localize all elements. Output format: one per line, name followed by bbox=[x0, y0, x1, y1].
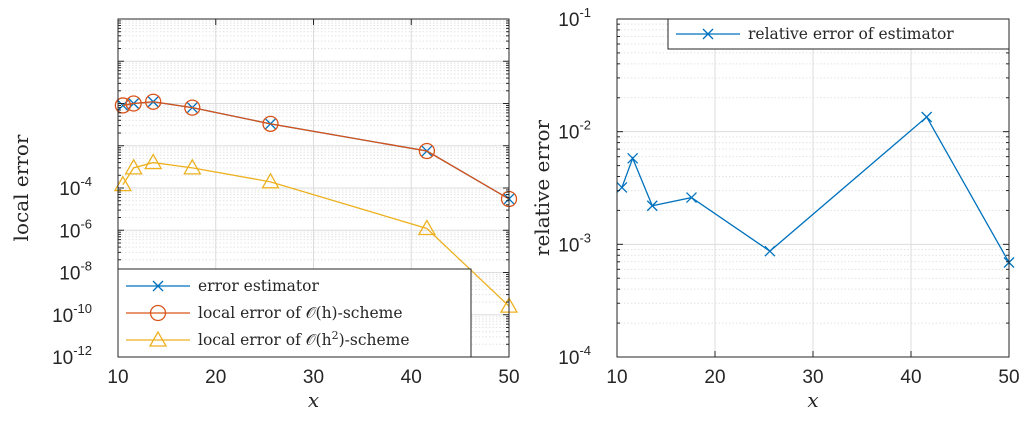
legend: error estimator local error of 𝒪(h)-schem… bbox=[117, 268, 472, 358]
x-tick-label: 30 bbox=[802, 367, 823, 388]
x-marker bbox=[152, 280, 164, 292]
series-line bbox=[621, 115, 1010, 263]
y-tick-label: 10-2 bbox=[558, 118, 591, 144]
x-tick-label: 40 bbox=[900, 367, 921, 388]
left-chart-panel: 10 20 30 40 50 10-12 10-10 10-8 10-6 10-4 x local e… bbox=[9, 18, 520, 412]
x-marker bbox=[646, 200, 658, 212]
x-marker-stroke bbox=[764, 245, 776, 257]
circle-marker bbox=[184, 99, 201, 116]
y-tick-label: 10-3 bbox=[558, 230, 591, 256]
x-axis-label: x bbox=[807, 388, 818, 412]
x-marker bbox=[764, 245, 776, 257]
y-tick-label: 10-6 bbox=[59, 216, 92, 242]
series-line bbox=[122, 101, 510, 200]
legend-entry: relative error of estimator bbox=[676, 25, 954, 43]
x-tick-label: 10 bbox=[107, 367, 128, 388]
legend-entry: local error of 𝒪(h)-scheme bbox=[126, 304, 403, 322]
circle-marker bbox=[149, 304, 167, 322]
triangle-marker bbox=[183, 158, 202, 175]
x-tick-label: 50 bbox=[498, 367, 519, 388]
y-tick-label: 10-4 bbox=[59, 174, 92, 200]
legend-label: error estimator bbox=[198, 277, 319, 295]
x-marker bbox=[627, 152, 639, 164]
grid bbox=[616, 18, 1010, 358]
x-marker bbox=[686, 192, 697, 204]
x-marker-stroke bbox=[152, 280, 164, 292]
x-axis-label: x bbox=[308, 388, 319, 412]
legend-entry: error estimator bbox=[126, 277, 319, 295]
x-tick-label: 50 bbox=[998, 367, 1019, 388]
x-marker bbox=[921, 111, 933, 123]
legend-box bbox=[667, 18, 1010, 50]
legend-label: local error of 𝒪(h2)-scheme bbox=[198, 329, 410, 349]
triangle-marker bbox=[144, 153, 163, 170]
x-tick-label: 40 bbox=[401, 367, 422, 388]
series-x bbox=[616, 111, 1015, 268]
triangle-marker bbox=[124, 158, 143, 175]
right-chart-panel: 10 20 30 40 50 10-4 10-3 10-2 10-1 x relative erro… bbox=[530, 5, 1020, 412]
x-tick-label: 10 bbox=[606, 367, 627, 388]
x-marker-stroke bbox=[646, 200, 658, 212]
triangle-marker bbox=[148, 330, 168, 347]
x-marker-stroke bbox=[627, 152, 639, 164]
circle-marker bbox=[145, 93, 162, 110]
y-axis-label: local error bbox=[9, 134, 33, 241]
legend-entry: local error of 𝒪(h2)-scheme bbox=[126, 329, 410, 349]
y-tick-label: 10-10 bbox=[52, 301, 92, 327]
x-marker-stroke bbox=[921, 111, 933, 123]
series-line bbox=[122, 161, 510, 307]
triangle-marker bbox=[113, 175, 133, 192]
x-marker-stroke bbox=[702, 28, 714, 40]
x-marker-stroke bbox=[686, 192, 697, 204]
legend: relative error of estimator bbox=[667, 18, 1010, 50]
y-tick-label: 10-1 bbox=[558, 5, 591, 31]
y-axis-label: relative error bbox=[530, 119, 554, 256]
y-tick-label: 10-4 bbox=[558, 343, 591, 369]
circle-marker bbox=[262, 115, 279, 132]
triangle-marker bbox=[261, 172, 280, 189]
y-tick-label: 10-12 bbox=[52, 343, 92, 369]
x-tick-label: 20 bbox=[704, 367, 725, 388]
x-tick-label: 20 bbox=[205, 367, 226, 388]
legend-label: relative error of estimator bbox=[748, 25, 954, 43]
x-marker bbox=[702, 28, 714, 40]
circle-marker bbox=[418, 142, 436, 160]
series-o bbox=[114, 93, 518, 208]
circle-marker bbox=[114, 97, 132, 114]
circle-marker bbox=[125, 95, 142, 112]
y-tick-label: 10-8 bbox=[59, 259, 92, 285]
legend-label: local error of 𝒪(h)-scheme bbox=[198, 304, 403, 322]
x-tick-label: 30 bbox=[303, 367, 324, 388]
triangle-marker bbox=[417, 219, 437, 236]
